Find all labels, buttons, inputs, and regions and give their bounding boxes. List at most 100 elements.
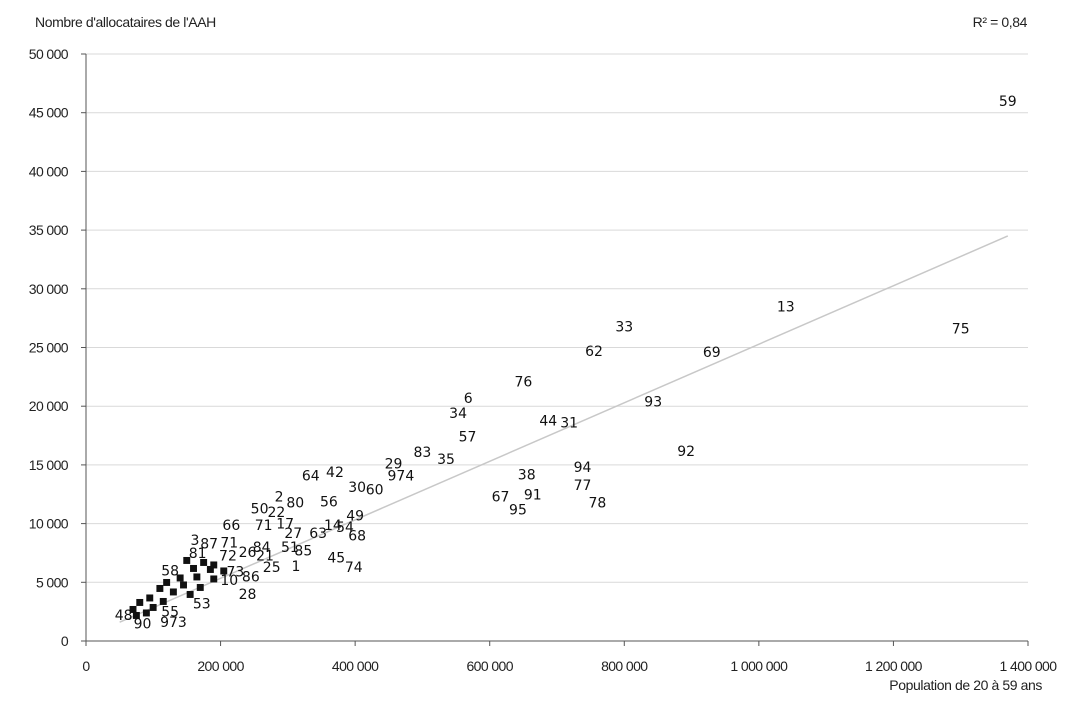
y-tick-label: 35 000 (29, 222, 69, 238)
data-point-label: 67 (492, 490, 510, 506)
data-point-label: ▪ (209, 557, 219, 573)
y-tick-label: 15 000 (29, 457, 69, 473)
data-point-label: 90 (134, 616, 152, 632)
data-point-label: 57 (459, 430, 477, 446)
data-point-label: 69 (703, 345, 721, 361)
data-point-label: ▪ (186, 586, 196, 602)
data-point-label: 2 (275, 490, 284, 506)
data-point-label: 38 (518, 467, 536, 483)
y-tick-label: 45 000 (29, 105, 69, 121)
data-point-label: ▪ (162, 574, 172, 590)
data-point-label: 42 (326, 465, 344, 481)
y-axis-title: Nombre d'allocataires de l'AAH (35, 14, 216, 30)
data-point-label: ▪ (209, 571, 219, 587)
data-point-label: 75 (952, 322, 970, 338)
data-point-label: 66 (222, 518, 240, 534)
data-point-label: ▪ (196, 579, 206, 595)
data-point-label: 59 (999, 94, 1017, 110)
data-point-label: 34 (449, 406, 467, 422)
data-point-label: 31 (560, 416, 578, 432)
data-point-label: 62 (585, 344, 603, 360)
data-point-label: 60 (366, 483, 384, 499)
data-point-label: 64 (302, 468, 320, 484)
data-point-label: ▪ (199, 554, 209, 570)
data-point-label: ▪ (145, 589, 155, 605)
data-point-label: ▪ (135, 594, 145, 610)
x-tick-label: 1 200 000 (865, 658, 923, 674)
data-point-label: 50 (251, 501, 269, 517)
data-point-label: ▪ (179, 576, 189, 592)
data-point-label: 44 (539, 413, 557, 429)
data-point-label: 87 (200, 537, 218, 553)
data-point-label: 86 (242, 569, 260, 585)
data-point-label: 76 (514, 375, 532, 391)
data-point-label: 1 (291, 559, 300, 575)
x-tick-labels: 0 200 000 400 000 600 000 800 000 1 000 000 1 … (82, 641, 1058, 674)
r-squared-annotation: R² = 0,84 (973, 14, 1028, 30)
data-point-label: ▪ (169, 584, 179, 600)
data-point-label: 17 (276, 517, 294, 533)
x-tick-label: 600 000 (467, 658, 514, 674)
data-point-label: 53 (193, 596, 211, 612)
data-point-label: ▪ (128, 601, 138, 617)
data-point-label: 74 (345, 560, 363, 576)
x-tick-label: 1 000 000 (730, 658, 788, 674)
data-point-label: 29 (385, 457, 403, 473)
data-point-label: 95 (509, 503, 527, 519)
y-tick-label: 40 000 (29, 163, 69, 179)
data-point-label: 3 (191, 533, 200, 549)
data-point-label: 10 (220, 573, 238, 589)
data-point-label: 71 (255, 518, 273, 534)
data-point-label: ▪ (206, 561, 216, 577)
data-point-label: 55 (161, 605, 179, 621)
x-tick-label: 200 000 (197, 658, 244, 674)
data-point-label: 54 (336, 520, 354, 536)
data-point-label: ▪ (182, 552, 192, 568)
data-point-label: 6 (464, 391, 473, 407)
data-point-label: 92 (677, 444, 695, 460)
data-point-label: 25 (263, 560, 281, 576)
data-point-label: 84 (253, 540, 271, 556)
data-point-label: 33 (615, 319, 633, 335)
data-point-label: 26 (239, 545, 257, 561)
gridlines (86, 53, 1028, 583)
data-point-label: 49 (346, 508, 364, 524)
data-point-label: 30 (348, 480, 366, 496)
data-point-label: 91 (524, 487, 542, 503)
data-point-label: 21 (256, 548, 274, 564)
x-axis-title: Population de 20 à 59 ans (889, 677, 1042, 693)
data-point-label: 14 (324, 518, 342, 534)
x-tick-label: 400 000 (332, 658, 379, 674)
y-tick-label: 50 000 (29, 46, 69, 62)
y-tick-label: 5 000 (36, 574, 69, 590)
x-tick-label: 800 000 (601, 658, 648, 674)
data-point-label: 68 (348, 528, 366, 544)
data-point-label: 51 (281, 540, 299, 556)
data-point-label: 93 (644, 395, 662, 411)
data-point-label: 56 (320, 494, 338, 510)
data-point-label: 72 (219, 548, 237, 564)
data-point-label: 35 (437, 452, 455, 468)
x-tick-label: 1 400 000 (1000, 658, 1058, 674)
data-point-label: ▪ (192, 568, 202, 584)
data-point-label: 27 (284, 526, 302, 542)
data-point-label: 77 (574, 478, 592, 494)
data-point-label: 22 (268, 505, 286, 521)
data-point-label: 78 (588, 495, 606, 511)
y-tick-label: 25 000 (29, 340, 69, 356)
data-point-label: 80 (286, 495, 304, 511)
y-tick-label: 20 000 (29, 398, 69, 414)
data-point-label: 58 (161, 564, 179, 580)
data-point-label: ▪ (159, 593, 169, 609)
y-tick-label: 10 000 (29, 516, 69, 532)
data-point-label: 973 (160, 615, 187, 631)
x-tick-label: 0 (82, 658, 90, 674)
data-point-label: 83 (414, 445, 432, 461)
data-point-label: ▪ (219, 562, 229, 578)
data-point-label: 94 (574, 460, 592, 476)
data-point-label: 974 (388, 468, 415, 484)
data-point-label: 28 (239, 587, 257, 603)
data-point-label: 73 (226, 565, 244, 581)
